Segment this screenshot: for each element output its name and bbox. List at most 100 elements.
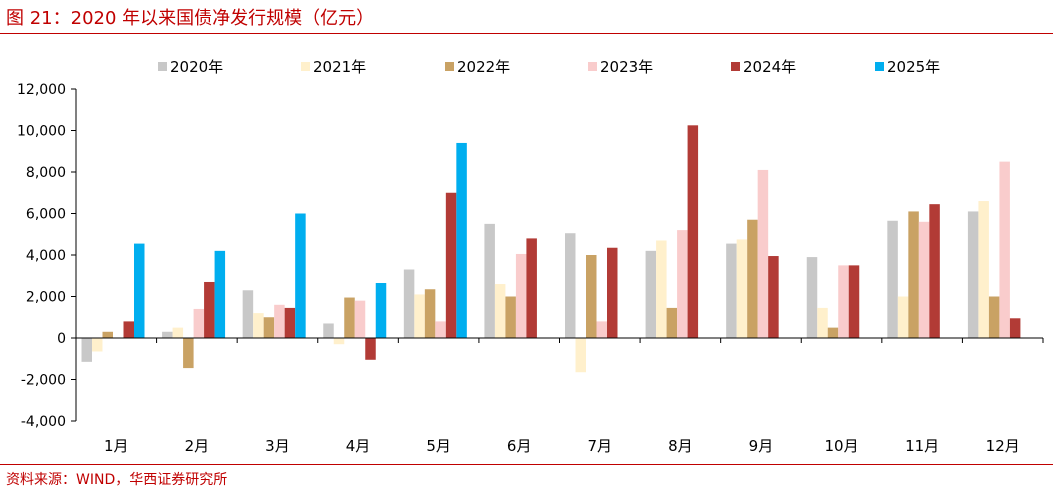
bar bbox=[575, 338, 586, 373]
bar bbox=[242, 290, 254, 338]
legend-swatch bbox=[588, 62, 597, 71]
bar bbox=[515, 253, 527, 338]
bar bbox=[908, 211, 919, 338]
bar bbox=[747, 219, 758, 338]
legend-label: 2022年 bbox=[457, 58, 510, 76]
bar bbox=[435, 321, 446, 338]
bar bbox=[172, 327, 184, 338]
bar bbox=[768, 256, 779, 338]
bar bbox=[263, 317, 275, 338]
y-axis: 12,000 10,000 8,000 6,000 4,000 2,000 0 -2,000 -… bbox=[17, 82, 77, 430]
x-tick-label: 11月 bbox=[905, 437, 939, 455]
bar bbox=[81, 338, 92, 362]
legend-label: 2021年 bbox=[313, 58, 366, 76]
x-tick-label: 4月 bbox=[346, 437, 371, 455]
legend-swatch bbox=[875, 62, 884, 71]
bar bbox=[565, 233, 576, 338]
y-tick-label: 8,000 bbox=[26, 165, 66, 181]
bar bbox=[375, 283, 387, 338]
bar bbox=[253, 313, 264, 338]
bar bbox=[204, 281, 215, 338]
y-tick-label: -4,000 bbox=[21, 414, 66, 430]
bar bbox=[123, 321, 134, 338]
bar bbox=[817, 307, 828, 338]
legend: 2020年 2021年 2022年 2023年 2024年 2025年 bbox=[158, 58, 940, 76]
legend-swatch bbox=[731, 62, 740, 71]
bar bbox=[586, 255, 597, 338]
x-tick-label: 9月 bbox=[749, 437, 774, 455]
y-tick-label: 6,000 bbox=[26, 207, 66, 223]
bar bbox=[838, 265, 849, 338]
bar bbox=[403, 269, 415, 338]
bar bbox=[736, 239, 748, 338]
x-tick-label: 10月 bbox=[824, 437, 858, 455]
bar bbox=[656, 240, 667, 338]
x-tick-label: 5月 bbox=[426, 437, 451, 455]
title-divider bbox=[0, 33, 1053, 34]
legend-swatch bbox=[301, 62, 310, 71]
legend-swatch bbox=[445, 62, 454, 71]
bar bbox=[687, 125, 699, 338]
legend-label: 2025年 bbox=[887, 58, 940, 76]
source-divider bbox=[0, 464, 1053, 465]
x-tick-label: 7月 bbox=[588, 437, 613, 455]
y-tick-label: 12,000 bbox=[17, 82, 66, 98]
bar bbox=[929, 204, 940, 338]
bar bbox=[999, 161, 1010, 338]
bar bbox=[183, 338, 194, 369]
bar bbox=[827, 327, 839, 338]
legend-swatch bbox=[158, 62, 167, 71]
bar bbox=[333, 338, 345, 345]
x-tick-label: 2月 bbox=[185, 437, 210, 455]
x-tick-label: 6月 bbox=[507, 437, 532, 455]
bar bbox=[344, 297, 355, 338]
bar bbox=[354, 300, 366, 338]
bar bbox=[102, 331, 113, 338]
x-tick-label: 1月 bbox=[104, 437, 129, 455]
bar bbox=[988, 296, 1000, 338]
bar bbox=[494, 284, 506, 338]
bar bbox=[757, 169, 769, 338]
x-axis: 1月 2月 3月 4月 5月 6月 7月 8月 9月 10月 11月 12月 bbox=[75, 337, 1044, 455]
source-note: 资料来源：WIND，华西证券研究所 bbox=[6, 472, 228, 488]
bar bbox=[456, 142, 467, 338]
bar bbox=[445, 192, 457, 338]
bar bbox=[365, 338, 376, 360]
x-tick-label: 3月 bbox=[265, 437, 290, 455]
bar bbox=[677, 230, 688, 338]
bar bbox=[484, 223, 495, 338]
bar bbox=[214, 250, 226, 338]
bar bbox=[134, 243, 145, 338]
bar bbox=[897, 296, 909, 338]
bar bbox=[323, 323, 334, 338]
y-tick-label: 2,000 bbox=[26, 290, 66, 306]
bar bbox=[526, 238, 537, 338]
x-tick-label: 8月 bbox=[668, 437, 693, 455]
bar bbox=[414, 294, 425, 338]
bar bbox=[645, 250, 657, 338]
bar bbox=[806, 257, 818, 338]
bar bbox=[193, 308, 205, 338]
bar bbox=[505, 296, 516, 338]
legend-label: 2024年 bbox=[743, 58, 796, 76]
legend-label: 2020年 bbox=[170, 58, 223, 76]
y-tick-label: 0 bbox=[57, 331, 66, 347]
bars bbox=[81, 125, 1021, 373]
bar bbox=[726, 243, 737, 338]
bar bbox=[967, 211, 979, 338]
bar bbox=[92, 338, 103, 352]
legend-label: 2023年 bbox=[600, 58, 653, 76]
bar bbox=[918, 221, 930, 338]
bar bbox=[295, 213, 306, 338]
bar bbox=[666, 307, 678, 338]
figure-title: 图 21：2020 年以来国债净发行规模（亿元） bbox=[6, 8, 375, 29]
bar bbox=[596, 321, 607, 338]
bar bbox=[424, 289, 436, 338]
y-tick-label: 10,000 bbox=[17, 124, 66, 140]
bar bbox=[1009, 318, 1021, 338]
bar bbox=[978, 201, 989, 338]
bar bbox=[162, 331, 173, 338]
y-tick-label: 4,000 bbox=[26, 248, 66, 264]
bar bbox=[274, 304, 285, 338]
